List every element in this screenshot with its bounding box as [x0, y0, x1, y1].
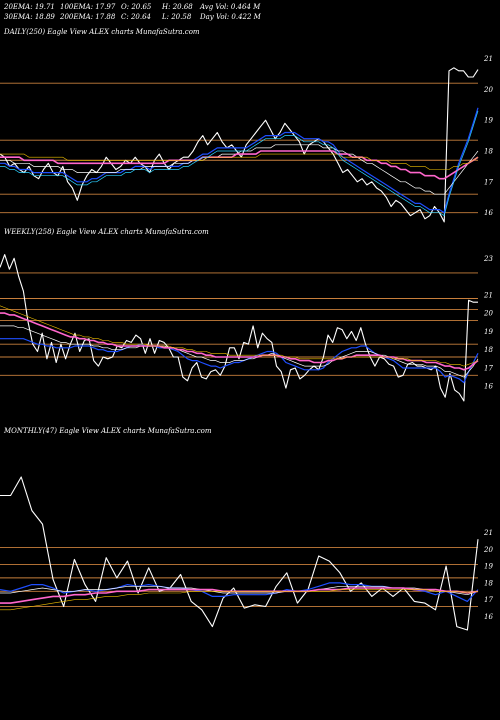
monthly-y-tick-label: 18 [484, 579, 493, 587]
weekly-y-tick-label: 20 [483, 310, 493, 318]
weekly-y-tick-label: 18 [484, 346, 493, 354]
weekly-ema-long2-line [0, 305, 479, 367]
monthly-y-tick-label: 17 [484, 596, 493, 604]
weekly-y-tick-label: 23 [483, 255, 493, 263]
daily-ema-long2-line [0, 153, 479, 170]
open-label: O: 20.65 [121, 3, 152, 11]
daily-price-line [0, 67, 479, 223]
monthly-y-tick-label: 19 [484, 563, 493, 571]
weekly-panel-title: WEEKLY(258) Eagle View ALEX charts Munaf… [4, 228, 209, 236]
ema100-label: 100EMA: 17.97 [60, 3, 116, 11]
monthly-price-line [0, 476, 479, 631]
daily-y-tick-label: 21 [483, 55, 493, 63]
daily-panel-title: DAILY(250) Eagle View ALEX charts Munafa… [4, 28, 200, 36]
weekly-y-tick-label: 19 [484, 328, 493, 336]
day-vol-label: Day Vol: 0.422 M [200, 13, 261, 21]
daily-ema-short-line [0, 107, 479, 214]
weekly-ema-mid-line [0, 325, 479, 378]
weekly-y-tick-label: 16 [484, 383, 493, 391]
close-label: C: 20.64 [121, 13, 151, 21]
daily-y-tick-label: 19 [484, 117, 493, 125]
daily-y-tick-label: 20 [483, 86, 493, 94]
weekly-y-tick-label: 17 [484, 364, 493, 372]
high-label: H: 20.68 [162, 3, 193, 11]
monthly-y-tick-label: 21 [483, 529, 493, 537]
daily-ema-mid-line [0, 144, 479, 195]
daily-ema-long-line [0, 150, 479, 180]
low-label: L: 20.58 [162, 13, 192, 21]
ema200-label: 200EMA: 17.88 [60, 13, 116, 21]
weekly-price-line [0, 254, 478, 402]
weekly-ema-short-line [0, 338, 479, 384]
daily-y-tick-label: 17 [484, 178, 493, 186]
monthly-y-tick-label: 16 [484, 613, 493, 621]
ema30-label: 30EMA: 18.89 [4, 13, 55, 21]
avg-vol-label: Avg Vol: 0.464 M [200, 3, 261, 11]
daily-y-tick-label: 16 [484, 209, 493, 217]
ema20-label: 20EMA: 19.71 [4, 3, 55, 11]
monthly-ema-long2-line [0, 589, 479, 611]
weekly-y-tick-label: 21 [483, 291, 493, 299]
daily-y-tick-label: 18 [484, 148, 493, 156]
monthly-panel-title: MONTHLY(47) Eagle View ALEX charts Munaf… [4, 427, 212, 435]
monthly-ema-long-line [0, 587, 479, 604]
daily-ema-cyan-line [0, 110, 479, 217]
monthly-y-tick-label: 20 [483, 546, 493, 554]
